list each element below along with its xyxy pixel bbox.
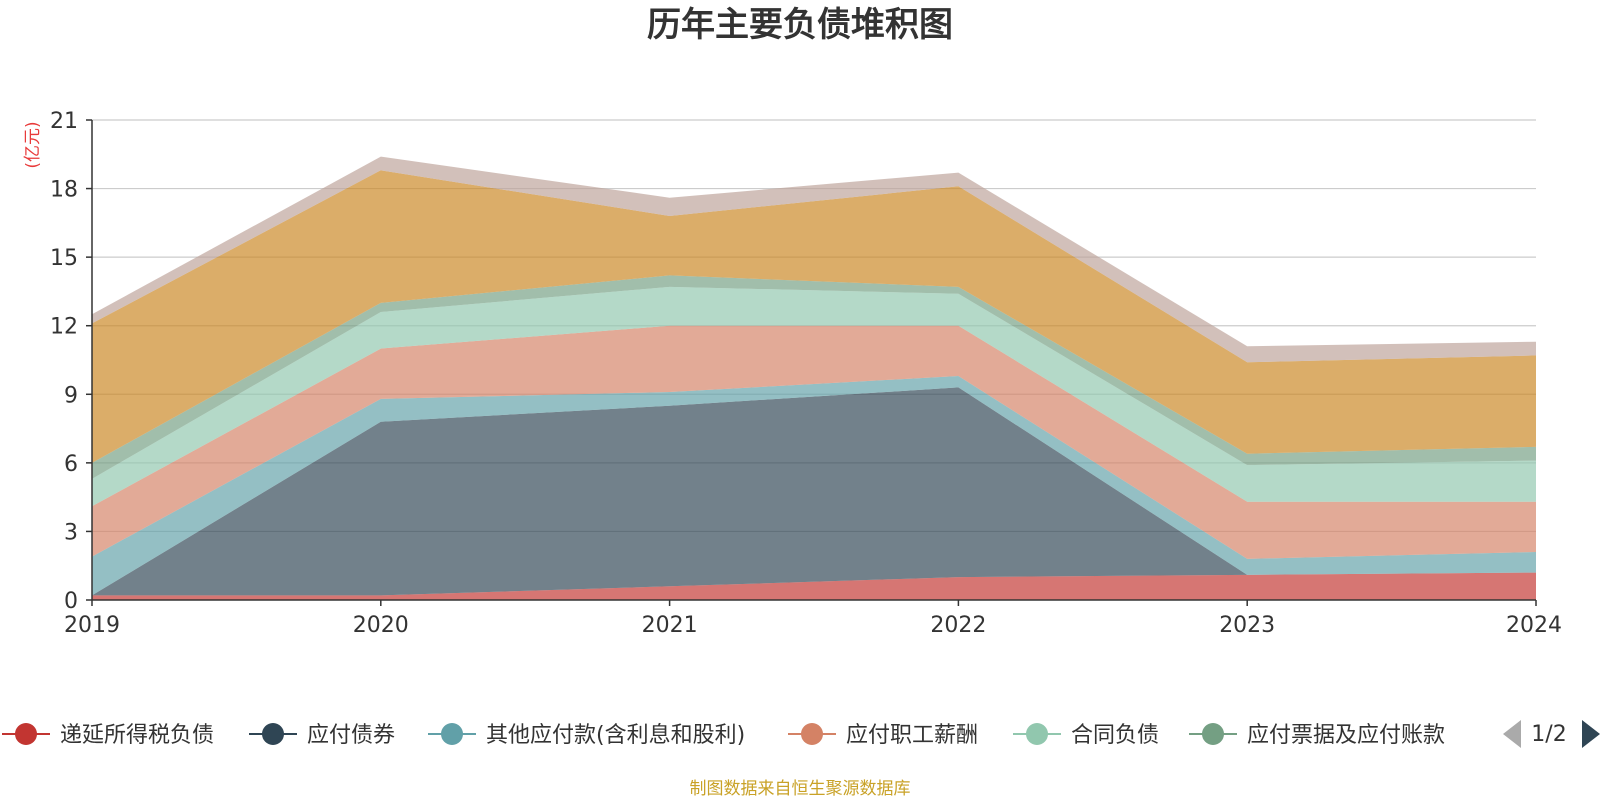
- y-tick-label: 12: [50, 315, 78, 340]
- y-tick-label: 6: [64, 452, 78, 477]
- y-axis-unit-label: (亿元): [23, 121, 43, 168]
- x-tick-label: 2022: [930, 613, 986, 638]
- legend-label: 递延所得税负债: [60, 723, 214, 748]
- x-tick-label: 2024: [1506, 613, 1562, 638]
- legend-label: 应付职工薪酬: [846, 723, 978, 748]
- legend-item[interactable]: 应付债券: [249, 723, 395, 748]
- legend-marker-icon: [801, 723, 823, 745]
- y-tick-label: 9: [64, 383, 78, 408]
- legend-item[interactable]: 应付票据及应付账款: [1189, 723, 1445, 748]
- area-series-1[interactable]: [92, 387, 1536, 596]
- legend-prev-page-icon[interactable]: [1503, 720, 1521, 748]
- area-series-7[interactable]: [92, 156, 1536, 363]
- legend-label: 应付债券: [307, 723, 395, 748]
- chart-title: 历年主要负债堆积图: [647, 5, 953, 45]
- stacked-areas: [92, 156, 1536, 600]
- source-note: 制图数据来自恒生聚源数据库: [690, 779, 911, 799]
- y-tick-label: 18: [50, 178, 78, 203]
- y-tick-label: 15: [50, 246, 78, 271]
- area-series-3[interactable]: [92, 325, 1536, 559]
- area-series-0[interactable]: [92, 572, 1536, 600]
- legend-marker-icon: [1202, 723, 1224, 745]
- area-series-2[interactable]: [92, 376, 1536, 596]
- legend-next-page-icon[interactable]: [1582, 720, 1600, 748]
- legend-marker-icon: [441, 723, 463, 745]
- axes: 0 3 6 9 12 15 18 21 2019 2020 2021 2022 2023 2024: [50, 109, 1562, 638]
- legend-item[interactable]: 其他应付款(含利息和股利): [428, 723, 745, 748]
- legend-pager: 1/2: [1503, 720, 1600, 748]
- x-tick-label: 2020: [353, 613, 409, 638]
- x-tick-label: 2021: [642, 613, 698, 638]
- legend-item[interactable]: 合同负债: [1013, 723, 1159, 748]
- x-tick-label: 2023: [1219, 613, 1275, 638]
- legend-item[interactable]: 应付职工薪酬: [788, 723, 978, 748]
- x-tick-label: 2019: [64, 613, 120, 638]
- y-tick-label: 21: [50, 109, 78, 134]
- y-tick-label: 3: [64, 520, 78, 545]
- legend-label: 其他应付款(含利息和股利): [486, 723, 745, 748]
- legend-marker-icon: [1026, 723, 1048, 745]
- legend-page-indicator: 1/2: [1531, 722, 1566, 747]
- area-series-6[interactable]: [92, 170, 1536, 463]
- legend-marker-icon: [15, 723, 37, 745]
- legend: 递延所得税负债 应付债券 其他应付款(含利息和股利) 应付职工薪酬 合同负债 应付票据及应…: [2, 723, 1445, 748]
- area-series-5[interactable]: [92, 275, 1536, 479]
- legend-item[interactable]: 递延所得税负债: [2, 723, 214, 748]
- legend-marker-icon: [262, 723, 284, 745]
- legend-label: 合同负债: [1071, 723, 1159, 748]
- y-tick-label: 0: [64, 589, 78, 614]
- legend-label: 应付票据及应付账款: [1247, 723, 1445, 748]
- area-series-4[interactable]: [92, 286, 1536, 507]
